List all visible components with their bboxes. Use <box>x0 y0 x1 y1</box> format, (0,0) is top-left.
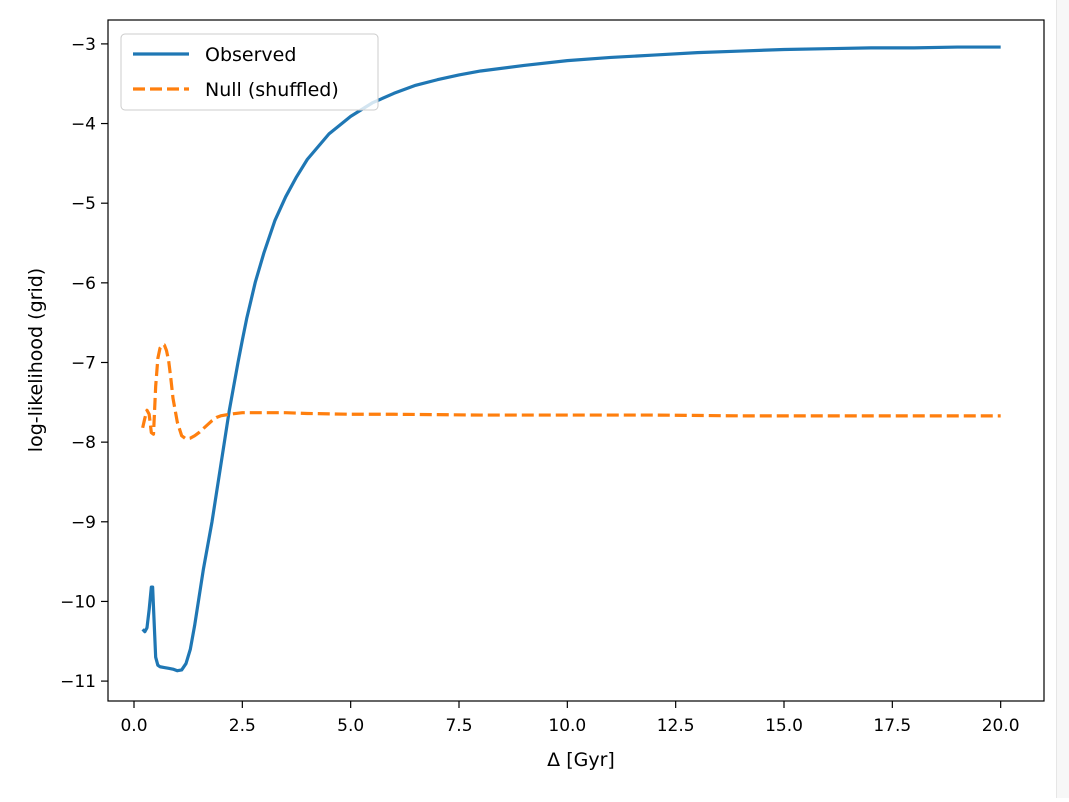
legend-label-observed: Observed <box>205 44 296 66</box>
legend: Observed Null (shuffled) <box>120 33 379 111</box>
y-tick-label: −4 <box>71 115 96 135</box>
y-tick-label: −9 <box>71 513 96 533</box>
plot-area <box>108 20 1044 701</box>
y-tick-label: −6 <box>71 274 96 294</box>
x-tick-label: 5.0 <box>337 716 364 736</box>
y-tick-label: −3 <box>71 35 96 55</box>
x-tick-label: 15.0 <box>765 716 803 736</box>
x-tick-label: 0.0 <box>120 716 147 736</box>
x-tick-label: 10.0 <box>548 716 586 736</box>
y-axis-ticks: −11 −10 −9 −8 −7 −6 −5 −4 −3 <box>60 35 108 692</box>
y-tick-label: −7 <box>71 353 96 373</box>
x-tick-label: 2.5 <box>229 716 256 736</box>
y-tick-label: −10 <box>60 592 96 612</box>
y-axis-label: log-likelihood (grid) <box>25 268 47 452</box>
x-tick-label: 7.5 <box>445 716 472 736</box>
x-axis-ticks: 0.0 2.5 5.0 7.5 10.0 12.5 15.0 17.5 20.0 <box>120 701 1020 736</box>
plot-frame <box>107 19 1045 702</box>
y-tick-label: −5 <box>71 194 96 214</box>
series-layer <box>141 45 1001 673</box>
series-line-null-shuffled <box>141 343 1001 441</box>
x-tick-label: 12.5 <box>657 716 695 736</box>
x-axis-label: Δ [Gyr] <box>547 749 615 771</box>
x-tick-label: 20.0 <box>982 716 1020 736</box>
y-tick-label: −11 <box>60 672 96 692</box>
x-tick-label: 17.5 <box>873 716 911 736</box>
y-tick-label: −8 <box>71 433 96 453</box>
series-line-observed <box>141 45 1001 673</box>
window-edge <box>1056 0 1069 798</box>
legend-label-null: Null (shuffled) <box>205 79 339 101</box>
